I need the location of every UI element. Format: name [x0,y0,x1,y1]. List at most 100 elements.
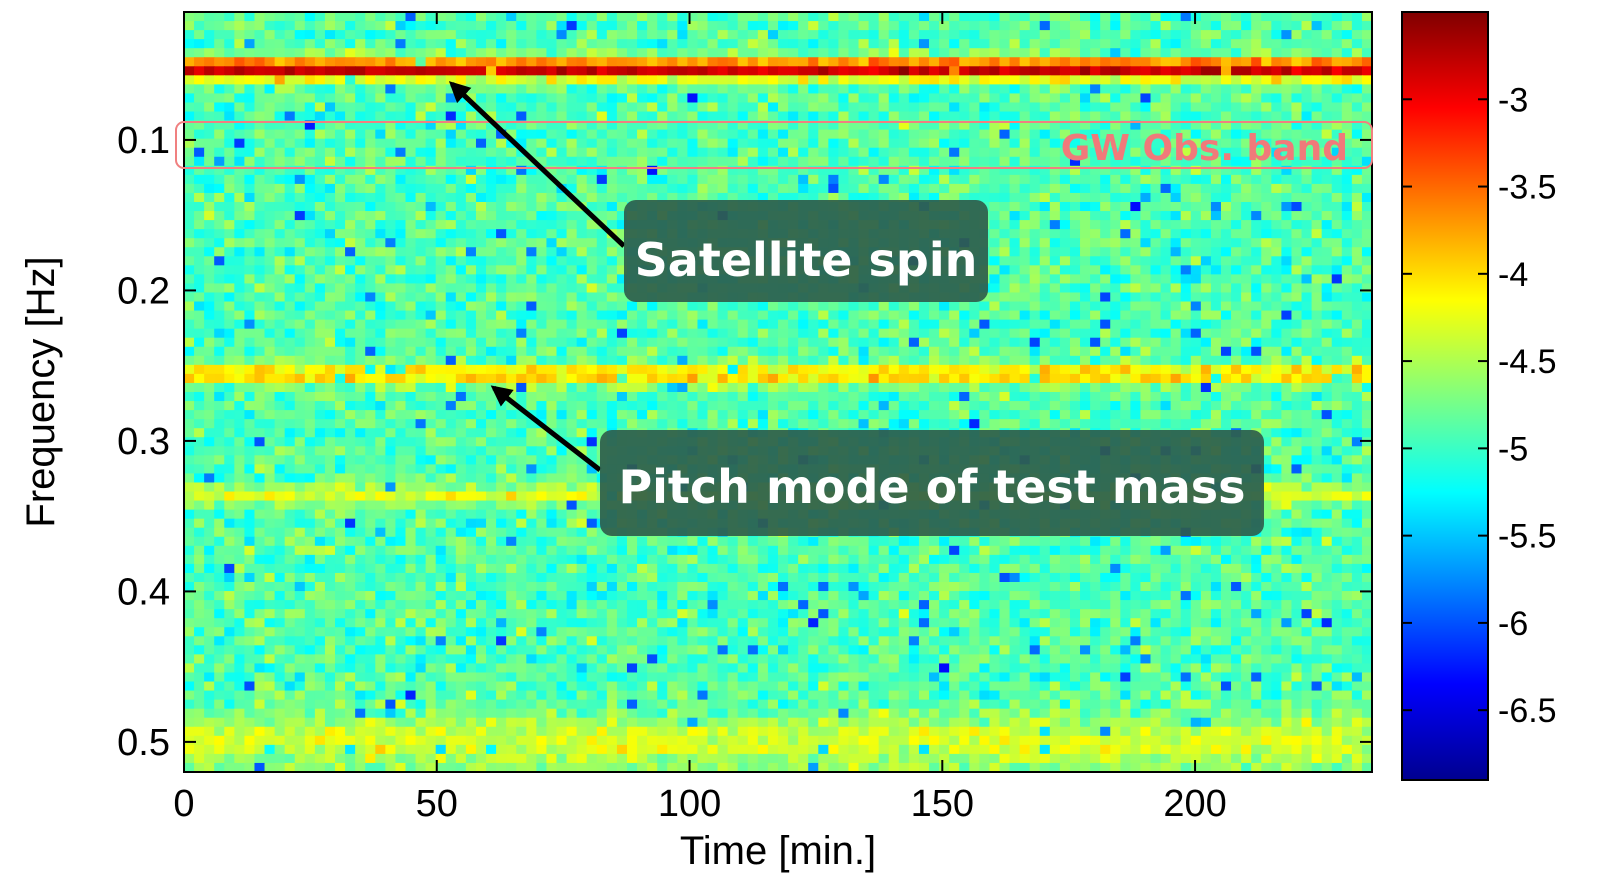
heatmap-cell [1261,138,1272,149]
heatmap-cell [234,220,246,230]
heatmap-cell [1080,301,1091,312]
heatmap-cell [1301,292,1313,303]
heatmap-cell [767,382,779,393]
heatmap-cell [184,355,195,366]
heatmap-cell [939,364,950,375]
heatmap-cell [345,102,356,113]
heatmap-cell [224,283,235,294]
heatmap-cell [959,382,970,393]
heatmap-cell [1150,12,1162,22]
heatmap-cell [1160,229,1172,239]
heatmap-cell [1130,274,1142,285]
heatmap-cell [717,165,729,176]
heatmap-cell [677,174,688,185]
heatmap-cell [445,93,457,104]
heatmap-cell [234,156,246,167]
heatmap-cell [1251,355,1262,366]
heatmap-cell [1321,102,1333,113]
heatmap-cell [1331,346,1343,357]
heatmap-cell [536,211,548,221]
heatmap-cell [194,364,205,375]
heatmap-cell [1210,256,1222,266]
heatmap-cell [586,310,598,321]
heatmap-cell [224,211,235,221]
heatmap-cell [566,328,578,339]
heatmap-cell [566,12,578,22]
heatmap-cell [1190,93,1202,104]
heatmap-cell [1140,337,1152,348]
heatmap-cell [405,310,417,321]
heatmap-cell [1271,93,1282,104]
heatmap-cell [747,165,759,176]
heatmap-cell [858,48,870,58]
heatmap-cell [425,392,437,402]
heatmap-cell [1170,310,1182,321]
heatmap-cell [637,39,648,49]
heatmap-cell [395,183,407,194]
heatmap-cell [405,211,417,221]
heatmap-cell [234,192,246,203]
heatmap-cell [747,66,759,76]
heatmap-cell [264,174,276,185]
heatmap-cell [1251,66,1262,76]
heatmap-cell [596,30,608,40]
heatmap-cell [425,292,437,303]
heatmap-cell [1251,319,1262,330]
heatmap-cell [375,364,386,375]
heatmap-cell [1200,283,1212,294]
heatmap-cell [194,319,205,330]
heatmap-cell [959,346,970,357]
heatmap-cell [475,373,487,384]
heatmap-cell [1190,247,1202,257]
heatmap-cell [395,355,407,366]
heatmap-cell [395,292,407,303]
heatmap-cell [556,39,568,49]
heatmap-cell [385,355,397,366]
heatmap-cell [1160,192,1172,203]
heatmap-cell [516,274,527,285]
heatmap-cell [878,102,890,113]
heatmap-cell [1039,147,1051,158]
heatmap-cell [1029,220,1041,230]
heatmap-cell [808,21,819,31]
heatmap-cell [767,174,779,185]
heatmap-cell [798,129,809,140]
heatmap-cell [939,75,950,85]
heatmap-cell [395,120,407,131]
heatmap-cell [637,66,648,76]
heatmap-cell [727,337,739,348]
heatmap-cell [677,75,688,85]
heatmap-cell [949,84,960,95]
heatmap-cell [274,364,286,375]
heatmap-cell [1241,274,1252,285]
heatmap-cell [1069,75,1081,85]
heatmap-cell [657,192,668,203]
heatmap-cell [616,355,628,366]
heatmap-cell [1241,238,1252,248]
heatmap-cell [1120,93,1131,104]
heatmap-cell [194,274,205,285]
heatmap-cell [616,129,628,140]
heatmap-cell [788,346,799,357]
heatmap-cell [858,21,870,31]
heatmap-cell [808,382,819,393]
heatmap-cell [546,84,558,95]
heatmap-cell [1170,183,1182,194]
heatmap-cell [546,192,558,203]
heatmap-cell [1351,120,1363,131]
heatmap-cell [536,75,548,85]
heatmap-cell [969,39,980,49]
heatmap-cell [516,57,527,67]
heatmap-cell [254,292,266,303]
heatmap-cell [1009,129,1021,140]
heatmap-cell [556,355,568,366]
heatmap-cell [506,165,517,176]
heatmap-cell [1210,310,1222,321]
heatmap-cell [234,138,246,149]
heatmap-cell [1341,238,1353,248]
heatmap-cell [898,382,910,393]
heatmap-cell [304,247,316,257]
heatmap-cell [1039,382,1051,393]
heatmap-cell [778,102,789,113]
heatmap-cell [526,30,537,40]
